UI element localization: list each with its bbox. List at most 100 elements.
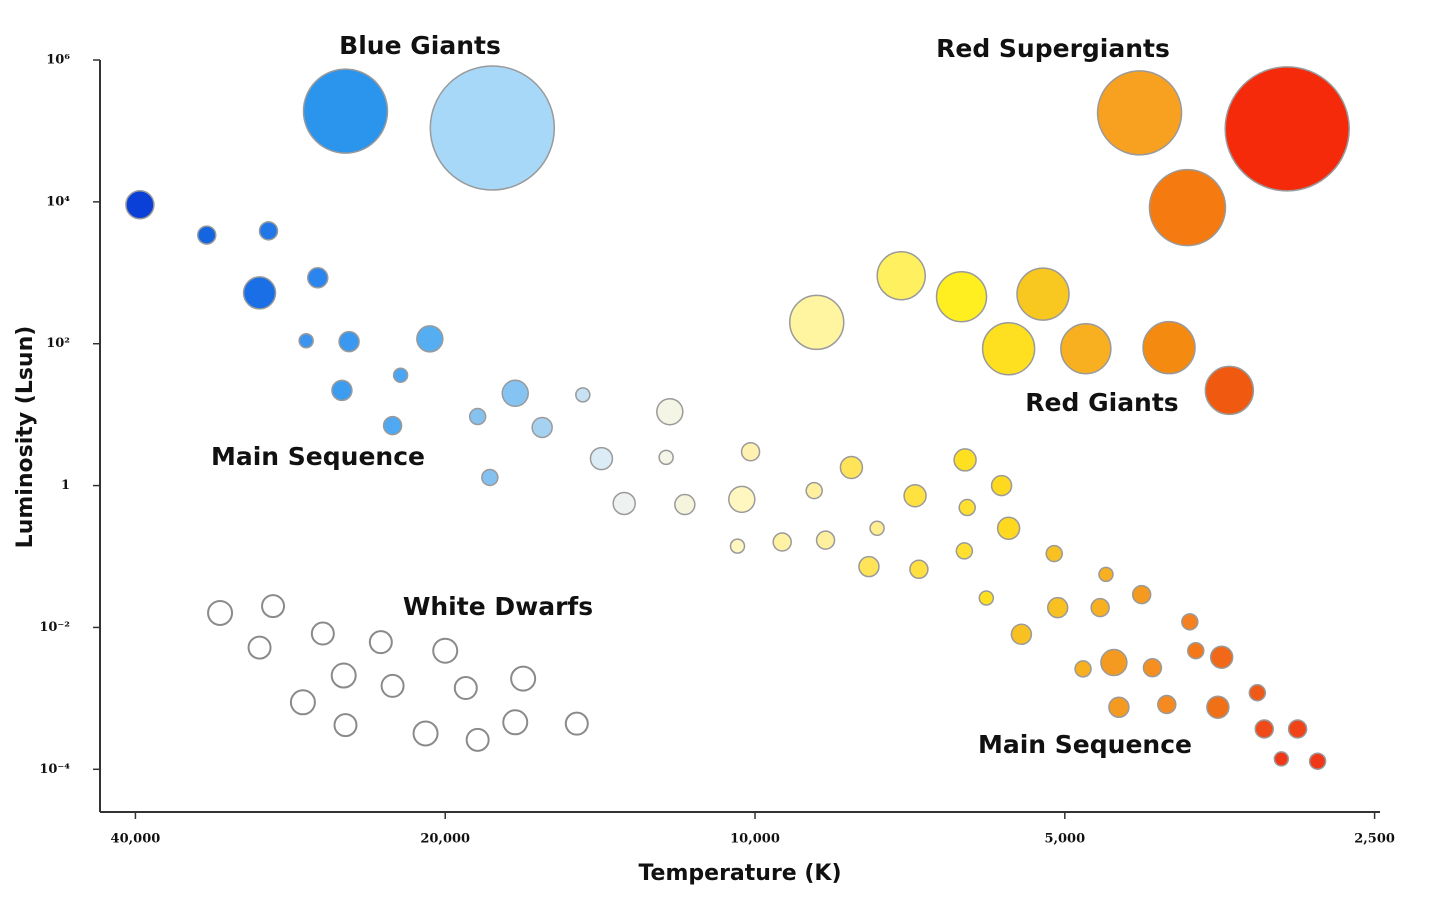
star [258, 221, 279, 241]
star [380, 673, 405, 698]
star [1100, 648, 1128, 677]
star [1224, 66, 1350, 192]
star [302, 68, 389, 154]
group-label: Main Sequence [978, 730, 1192, 759]
y-axis-title: Luminosity (Lsun) [13, 326, 38, 549]
star [1187, 641, 1205, 660]
star [674, 493, 696, 516]
star [1016, 267, 1070, 321]
star [978, 590, 995, 606]
x-axis-title: Temperature (K) [638, 861, 841, 886]
star [772, 532, 792, 552]
star [1131, 584, 1152, 605]
star [935, 270, 988, 323]
x-tick-label: 20,000 [420, 832, 470, 847]
star [481, 468, 499, 487]
star [502, 709, 529, 736]
star [955, 542, 974, 560]
star [1108, 696, 1130, 718]
star [331, 379, 353, 402]
y-tick-label: 10⁻² [39, 620, 70, 635]
x-tick-label: 5,000 [1044, 832, 1085, 847]
star [307, 267, 329, 289]
group-label: Red Supergiants [936, 34, 1170, 63]
star [1248, 684, 1267, 702]
star [382, 415, 403, 436]
star [981, 321, 1036, 376]
y-tick-label: 1 [61, 478, 70, 493]
star [330, 662, 357, 689]
star [1142, 320, 1196, 375]
star [453, 676, 478, 701]
x-tick-label: 10,000 [730, 832, 780, 847]
star [125, 190, 155, 220]
star [310, 621, 335, 646]
star [1010, 623, 1033, 646]
star [501, 379, 529, 408]
star [261, 594, 286, 619]
star [815, 530, 836, 550]
star [805, 481, 823, 500]
star [289, 689, 316, 716]
star [429, 65, 556, 191]
star [242, 276, 277, 310]
star [197, 225, 217, 245]
star [740, 441, 761, 462]
star [953, 448, 977, 472]
star [392, 367, 409, 383]
y-tick-label: 10⁶ [46, 53, 70, 68]
group-label: Blue Giants [339, 31, 501, 60]
star [729, 538, 746, 554]
star [1090, 597, 1110, 618]
star [510, 665, 537, 692]
star [1074, 660, 1092, 678]
star [575, 387, 591, 403]
star [909, 559, 929, 580]
star [1142, 658, 1163, 678]
star [1209, 645, 1234, 669]
y-tick-label: 10⁻⁴ [39, 762, 70, 777]
star [1254, 719, 1275, 739]
x-tick-label: 2,500 [1354, 832, 1395, 847]
star [1045, 544, 1063, 563]
star [338, 330, 360, 353]
star [1046, 596, 1069, 619]
y-tick-label: 10⁴ [46, 194, 70, 209]
star [1204, 365, 1255, 416]
star [869, 520, 885, 537]
star [839, 455, 864, 480]
star [416, 325, 444, 353]
star [333, 713, 358, 738]
group-label: Main Sequence [211, 442, 425, 471]
star [1148, 168, 1227, 247]
group-label: White Dwarfs [403, 592, 593, 621]
star [1181, 613, 1199, 631]
star [1157, 694, 1177, 715]
star [990, 474, 1013, 497]
star [465, 727, 490, 752]
star [1206, 695, 1230, 719]
star [876, 250, 926, 301]
star [858, 555, 880, 578]
star [903, 483, 927, 508]
star [1287, 719, 1308, 739]
star [247, 635, 272, 660]
star [412, 720, 439, 747]
star [564, 711, 589, 736]
star [531, 416, 553, 439]
star [432, 637, 459, 664]
star [658, 449, 674, 466]
x-tick-label: 40,000 [111, 832, 161, 847]
star [656, 397, 684, 426]
star [788, 294, 845, 351]
y-tick-label: 10² [46, 336, 70, 351]
star [728, 485, 756, 514]
star [589, 446, 614, 471]
star [1308, 752, 1327, 770]
star [1096, 70, 1183, 156]
group-label: Red Giants [1025, 388, 1178, 417]
star [468, 407, 487, 426]
star [958, 498, 976, 517]
star [1098, 566, 1114, 583]
